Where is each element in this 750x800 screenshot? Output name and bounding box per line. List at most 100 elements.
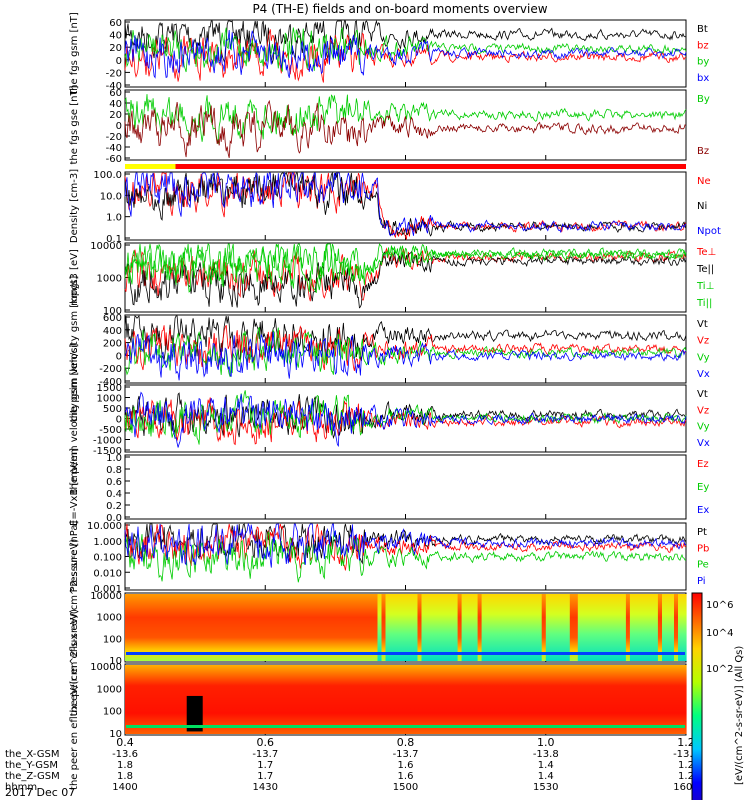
heatmap-column (249, 665, 254, 734)
y-tick-label: 10.000 (87, 521, 122, 532)
heatmap-column (449, 594, 455, 661)
heatmap-column (461, 665, 467, 734)
heatmap-low-band (126, 725, 685, 728)
y-tick-label: 0.0 (106, 513, 122, 524)
x-tick-label: 0.8 (397, 736, 415, 749)
heatmap-column (357, 665, 362, 734)
heatmap-column (317, 665, 322, 734)
heatmap-column (637, 594, 643, 661)
heatmap-column (221, 665, 226, 734)
heatmap-column (381, 594, 387, 661)
heatmap-column (237, 665, 242, 734)
y-tick-label: 0.100 (93, 553, 122, 564)
plot-title: P4 (TH-E) fields and on-board moments ov… (252, 2, 547, 16)
heatmap-column (561, 665, 567, 734)
heatmap-column (421, 594, 427, 661)
heatmap-column (365, 665, 370, 734)
heatmap-column (481, 594, 487, 661)
legend-vz: Vz (697, 336, 709, 347)
heatmap-column (289, 665, 294, 734)
heatmap-column (517, 594, 523, 661)
heatmap-column (405, 594, 411, 661)
heatmap-column (169, 665, 174, 734)
heatmap-column (261, 594, 266, 661)
heatmap-column (401, 594, 407, 661)
heatmap-column (149, 594, 154, 661)
row-value: 1400 (112, 782, 137, 793)
heatmap-column (301, 594, 306, 661)
heatmap-column (337, 594, 342, 661)
heatmap-column (621, 594, 627, 661)
panel-frame (124, 89, 687, 161)
heatmap-column (229, 665, 234, 734)
heatmap-column (393, 594, 399, 661)
heatmap-column (293, 594, 298, 661)
y-tick-label: 10000 (90, 662, 122, 673)
heatmap-column (197, 594, 202, 661)
heatmap-column (509, 665, 515, 734)
y-tick-label: 1000 (97, 684, 122, 695)
heatmap-column (241, 665, 246, 734)
heatmap-column (405, 665, 411, 734)
heatmap-column (505, 594, 511, 661)
heatmap-column (285, 594, 290, 661)
heatmap-column (269, 594, 274, 661)
heatmap-column (417, 594, 423, 661)
colorbar-tick-label: 10^6 (706, 600, 733, 611)
heatmap-column (397, 594, 403, 661)
y-axis-label: mpgt3 [eV] (69, 249, 80, 306)
series-line-by (124, 94, 687, 144)
heatmap-column (533, 594, 539, 661)
heatmap-column (413, 594, 419, 661)
y-tick-label: 0.8 (106, 465, 122, 476)
heatmap-column (453, 665, 459, 734)
heatmap-column (209, 665, 214, 734)
heatmap-column (373, 594, 378, 661)
series-line-ti (124, 243, 687, 294)
y-axis-label: the peir en eflux eV/(cm^2-s-sr-eV) (69, 539, 80, 717)
heatmap-column (401, 665, 407, 734)
heatmap-column (569, 665, 575, 734)
legend-ez: Ez (697, 459, 709, 470)
heatmap-column (413, 665, 419, 734)
heatmap-column (625, 665, 631, 734)
heatmap-column (585, 665, 591, 734)
legend-ti: Ti⊥ (696, 281, 714, 292)
heatmap-column (437, 665, 443, 734)
heatmap-column (317, 594, 322, 661)
heatmap-column (457, 665, 463, 734)
x-tick-label: 1.2 (677, 736, 695, 749)
heatmap-column (589, 594, 595, 661)
heatmap-column (557, 594, 563, 661)
heatmap-column (577, 594, 583, 661)
heatmap-column (189, 594, 194, 661)
heatmap-column (233, 594, 238, 661)
heatmap-column (501, 665, 507, 734)
heatmap-column (409, 665, 415, 734)
y-tick-label: -40 (106, 81, 122, 92)
y-axis-label: Density [cm-3] (69, 169, 80, 243)
heatmap-column (521, 594, 527, 661)
heatmap-column (421, 665, 427, 734)
legend-ex: Ex (697, 505, 709, 516)
heatmap-column (125, 665, 130, 734)
y-tick-label: 40 (109, 31, 122, 42)
heatmap-column (277, 665, 282, 734)
heatmap-column (609, 665, 615, 734)
heatmap-column (597, 665, 603, 734)
colorbar-tick-label: 10^4 (706, 628, 733, 639)
heatmap-column (205, 594, 210, 661)
series-line-by (124, 26, 687, 73)
heatmap-column (674, 594, 679, 661)
y-tick-label: 0.4 (106, 489, 122, 500)
heatmap-column (177, 594, 182, 661)
heatmap-column (133, 665, 138, 734)
heatmap-column (141, 594, 146, 661)
heatmap-column (361, 594, 366, 661)
heatmap-column (393, 665, 399, 734)
heatmap-column (349, 594, 354, 661)
y-tick-label: 60 (109, 88, 122, 99)
y-tick-label: -200 (99, 364, 122, 375)
heatmap-column (265, 594, 270, 661)
